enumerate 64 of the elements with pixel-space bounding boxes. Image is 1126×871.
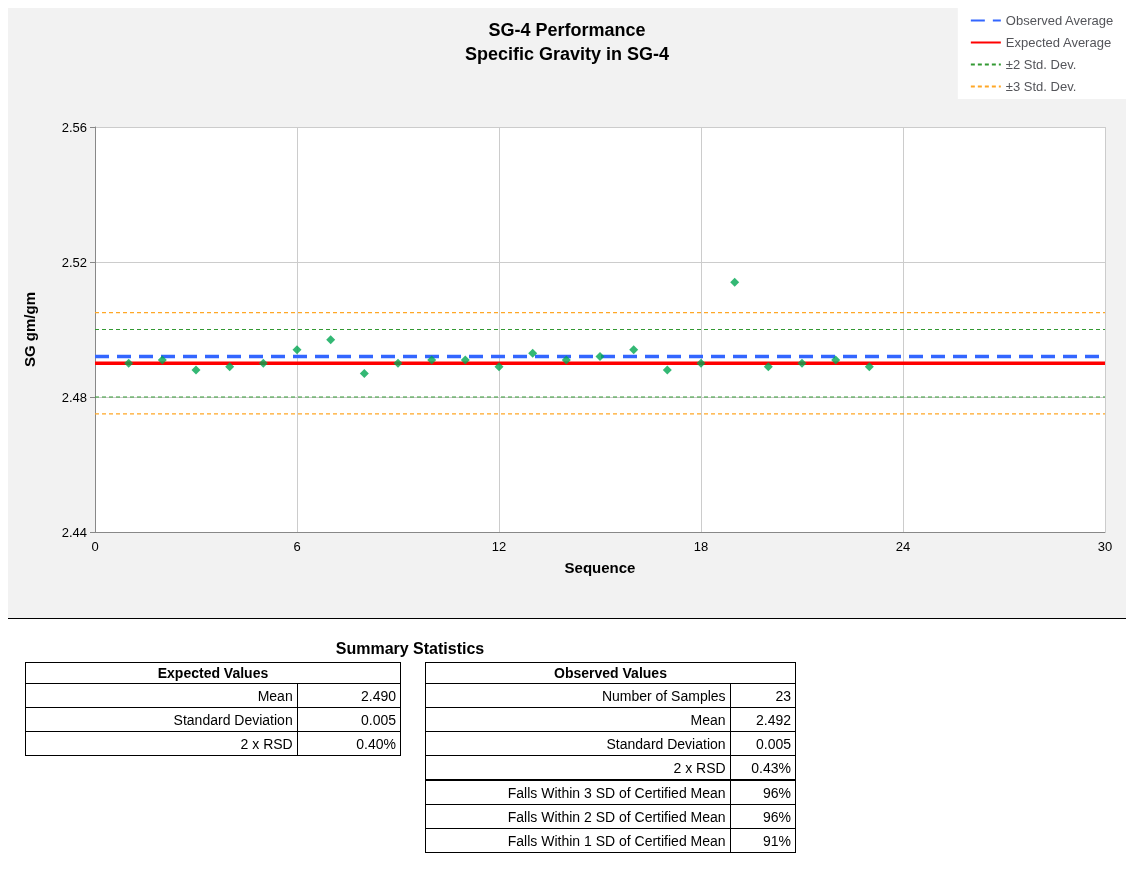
text: Mean bbox=[25, 683, 298, 708]
point bbox=[629, 345, 639, 355]
point bbox=[225, 362, 235, 372]
legend-label: Expected Average bbox=[1005, 35, 1112, 50]
y-tick-label: 2.52 bbox=[61, 254, 87, 270]
x-tick-label: 12 bbox=[491, 539, 507, 554]
point bbox=[157, 355, 167, 365]
text: Standard Deviation bbox=[25, 707, 298, 732]
y-axis-title: SG gm/gm bbox=[21, 291, 38, 368]
text: 23 bbox=[730, 683, 796, 708]
y-tick-label: 2.56 bbox=[61, 119, 87, 135]
y-tick-label: 2.44 bbox=[61, 524, 87, 540]
x-tick-label: 0 bbox=[91, 539, 99, 554]
legend-label: ±2 Std. Dev. bbox=[1005, 57, 1077, 72]
x-tick-label: 30 bbox=[1097, 539, 1113, 554]
chart-subtitle: Specific Gravity in SG-4 bbox=[464, 44, 670, 64]
text: Falls Within 2 SD of Certified Mean bbox=[425, 804, 731, 829]
text: Falls Within 1 SD of Certified Mean bbox=[425, 828, 731, 853]
point bbox=[763, 362, 773, 372]
point bbox=[528, 348, 538, 358]
point bbox=[797, 358, 807, 368]
text: Expected Values bbox=[25, 662, 401, 684]
text: Number of Samples bbox=[425, 683, 731, 708]
chart-title: SG-4 Performance bbox=[488, 20, 646, 40]
point bbox=[427, 355, 437, 365]
point bbox=[393, 358, 403, 368]
x-tick-label: 24 bbox=[895, 539, 911, 554]
x-axis-title: Sequence bbox=[564, 559, 636, 576]
point bbox=[258, 358, 268, 368]
point bbox=[864, 362, 874, 372]
text: 96% bbox=[730, 780, 796, 805]
legend-label: Observed Average bbox=[1005, 13, 1114, 28]
text: Falls Within 3 SD of Certified Mean bbox=[425, 780, 731, 805]
text: Standard Deviation bbox=[425, 731, 731, 756]
point bbox=[292, 345, 302, 355]
text: 91% bbox=[730, 828, 796, 853]
point bbox=[696, 358, 706, 368]
text: 96% bbox=[730, 804, 796, 829]
point bbox=[191, 365, 201, 375]
point bbox=[730, 277, 740, 287]
text: 2.490 bbox=[297, 683, 401, 708]
point bbox=[359, 368, 369, 378]
text: 0.005 bbox=[297, 707, 401, 732]
y-tick-label: 2.48 bbox=[61, 389, 87, 405]
text: Summary Statistics bbox=[334, 640, 486, 658]
text: 2 x RSD bbox=[425, 755, 731, 780]
x-tick-label: 6 bbox=[293, 539, 301, 554]
text: 0.40% bbox=[297, 731, 401, 756]
text: Observed Values bbox=[425, 662, 796, 684]
text: Mean bbox=[425, 707, 731, 732]
point bbox=[831, 355, 841, 365]
text: 0.43% bbox=[730, 755, 796, 780]
point bbox=[595, 352, 605, 361]
point bbox=[561, 355, 571, 365]
x-tick-label: 18 bbox=[693, 539, 709, 554]
point bbox=[662, 365, 672, 375]
text: 0.005 bbox=[730, 731, 796, 756]
point bbox=[494, 362, 504, 372]
point bbox=[460, 355, 470, 365]
text: 2.492 bbox=[730, 707, 796, 732]
point bbox=[326, 335, 336, 345]
point bbox=[124, 358, 134, 368]
legend-label: ±3 Std. Dev. bbox=[1005, 79, 1077, 94]
text: 2 x RSD bbox=[25, 731, 298, 756]
